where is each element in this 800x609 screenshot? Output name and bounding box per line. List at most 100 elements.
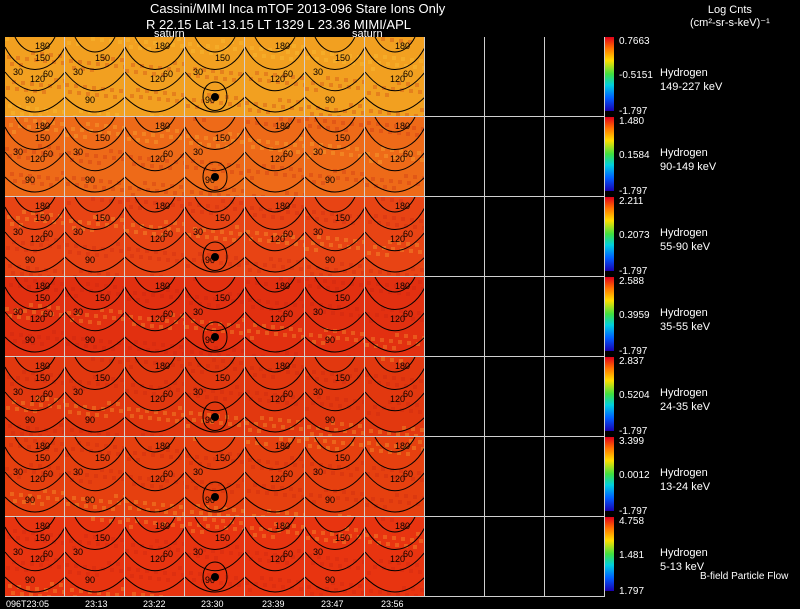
pixel-noise bbox=[338, 564, 342, 568]
pixel-noise bbox=[391, 247, 395, 251]
contour-line bbox=[374, 517, 416, 533]
pixel-noise bbox=[172, 92, 176, 96]
pixel-noise bbox=[363, 339, 364, 343]
pixel-noise bbox=[144, 360, 148, 364]
pixel-noise bbox=[278, 258, 282, 262]
bfield-marker bbox=[211, 573, 219, 581]
pixel-noise bbox=[214, 76, 218, 80]
pixel-noise bbox=[26, 106, 30, 110]
contour-line bbox=[125, 336, 184, 353]
contour-label: 90 bbox=[85, 495, 95, 505]
pixel-noise bbox=[177, 197, 181, 201]
pixel-noise bbox=[257, 139, 261, 143]
pixel-noise bbox=[376, 92, 380, 96]
pixel-noise bbox=[264, 232, 268, 236]
pixel-noise bbox=[90, 228, 94, 232]
pixel-noise bbox=[258, 78, 262, 82]
pixel-noise bbox=[200, 160, 204, 164]
pixel-noise bbox=[93, 215, 97, 219]
pixel-noise bbox=[408, 150, 412, 154]
pixel-noise bbox=[175, 289, 179, 293]
pixel-noise bbox=[310, 142, 314, 146]
pixel-noise bbox=[80, 128, 84, 132]
pixel-noise bbox=[325, 107, 329, 111]
contour-label: 120 bbox=[270, 314, 285, 324]
contour-label: 180 bbox=[155, 281, 170, 291]
pixel-noise bbox=[406, 562, 410, 566]
spectrogram-cell: 180 120 60 bbox=[125, 117, 185, 197]
pixel-noise bbox=[264, 282, 268, 286]
pixel-noise bbox=[164, 350, 168, 354]
contour-label: 60 bbox=[403, 69, 413, 79]
pixel-noise bbox=[145, 89, 149, 93]
pixel-noise bbox=[404, 544, 408, 548]
pixel-noise bbox=[269, 417, 273, 421]
contour-label: 120 bbox=[390, 74, 405, 84]
pixel-noise bbox=[294, 352, 298, 356]
pixel-noise bbox=[278, 418, 282, 422]
pixel-noise bbox=[45, 397, 49, 401]
pixel-noise bbox=[19, 493, 23, 497]
pixel-noise bbox=[38, 594, 42, 596]
pixel-noise bbox=[227, 323, 231, 327]
pixel-noise bbox=[246, 280, 250, 284]
pixel-noise bbox=[264, 72, 268, 76]
pixel-noise bbox=[305, 277, 309, 281]
contour-line bbox=[134, 437, 176, 453]
pixel-noise bbox=[230, 330, 234, 334]
pixel-noise bbox=[233, 207, 237, 211]
empty-cell bbox=[545, 197, 605, 277]
pixel-noise bbox=[97, 431, 101, 435]
pixel-noise bbox=[372, 466, 376, 470]
contour-line bbox=[202, 321, 228, 351]
pixel-noise bbox=[397, 291, 401, 295]
pixel-noise bbox=[316, 426, 320, 430]
contour-label: 30 bbox=[73, 387, 83, 397]
pixel-noise bbox=[253, 53, 257, 57]
pixel-noise bbox=[411, 317, 415, 321]
contour-line bbox=[185, 551, 244, 572]
contour-line bbox=[65, 366, 124, 390]
contour-label: 30 bbox=[13, 227, 23, 237]
pixel-noise bbox=[131, 193, 135, 196]
pixel-noise bbox=[367, 441, 371, 445]
spectrogram-cell: 150 90 30 bbox=[305, 357, 365, 437]
pixel-noise bbox=[71, 127, 75, 131]
pixel-noise bbox=[154, 250, 158, 254]
pixel-noise bbox=[63, 289, 64, 293]
pixel-noise bbox=[248, 268, 252, 272]
pixel-noise bbox=[49, 533, 53, 537]
pixel-noise bbox=[239, 331, 243, 335]
contour-label: 60 bbox=[283, 389, 293, 399]
pixel-noise bbox=[284, 142, 288, 146]
pixel-noise bbox=[365, 373, 369, 377]
pixel-noise bbox=[34, 58, 38, 62]
pixel-noise bbox=[151, 293, 155, 297]
pixel-noise bbox=[181, 253, 184, 257]
pixel-noise bbox=[262, 214, 266, 218]
contour-line bbox=[65, 311, 124, 332]
spectrogram-cell: 180 120 60 bbox=[245, 37, 305, 117]
pixel-noise bbox=[321, 371, 325, 375]
contour-label: 180 bbox=[155, 521, 170, 531]
pixel-noise bbox=[148, 96, 152, 100]
pixel-noise bbox=[220, 390, 224, 394]
pixel-noise bbox=[353, 79, 357, 83]
pixel-noise bbox=[157, 447, 161, 451]
pixel-noise bbox=[348, 374, 352, 378]
pixel-noise bbox=[402, 316, 406, 320]
pixel-noise bbox=[375, 473, 379, 477]
pixel-noise bbox=[175, 99, 179, 103]
pixel-noise bbox=[29, 113, 33, 116]
contour-label: 120 bbox=[390, 474, 405, 484]
contour-line bbox=[305, 286, 364, 310]
pixel-noise bbox=[351, 491, 355, 495]
contour-line bbox=[314, 117, 356, 133]
contour-label: 30 bbox=[193, 147, 203, 157]
pixel-noise bbox=[97, 591, 101, 595]
pixel-noise bbox=[27, 125, 31, 129]
pixel-noise bbox=[80, 288, 84, 292]
pixel-noise bbox=[158, 386, 162, 390]
contour-label: 30 bbox=[13, 467, 23, 477]
